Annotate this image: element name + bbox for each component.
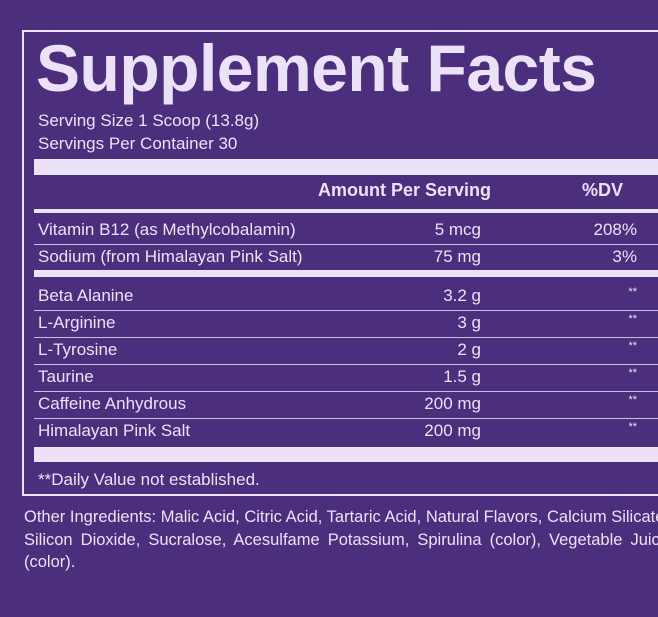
row-name: Vitamin B12 (as Methylcobalamin) <box>38 220 296 239</box>
row-name: Taurine <box>38 367 94 386</box>
row-name: Caffeine Anhydrous <box>38 394 187 413</box>
row-name: Beta Alanine <box>38 286 134 305</box>
row-name: L-Arginine <box>38 313 116 332</box>
dv-header: %DV <box>582 180 624 200</box>
row-dv: ** <box>628 421 637 433</box>
row-divider <box>34 337 658 338</box>
row-amount: 5 mcg <box>434 220 481 239</box>
row-amount: 3.2 g <box>443 286 481 305</box>
row-divider <box>34 364 658 365</box>
label-border <box>22 30 658 496</box>
row-dv: 3% <box>612 247 637 266</box>
row-amount: 2 g <box>457 340 481 359</box>
row-amount: 3 g <box>457 313 481 332</box>
row-amount: 1.5 g <box>443 367 481 386</box>
row-dv: ** <box>628 367 637 379</box>
divider-bar <box>34 270 658 277</box>
row-name: L-Tyrosine <box>38 340 118 359</box>
other-ingredients: Other Ingredients: Malic Acid, Citric Ac… <box>24 508 658 571</box>
amount-header: Amount Per Serving <box>318 180 492 200</box>
row-divider <box>34 244 658 245</box>
row-dv: ** <box>628 286 637 298</box>
title: Supplement Facts <box>36 31 597 105</box>
row-divider <box>34 418 658 419</box>
divider-bar <box>34 447 658 462</box>
footnote: **Daily Value not established. <box>38 470 260 489</box>
row-dv: ** <box>628 394 637 406</box>
row-name: Sodium (from Himalayan Pink Salt) <box>38 247 303 266</box>
row-amount: 200 mg <box>424 421 481 440</box>
servings-per-container: Servings Per Container 30 <box>38 134 238 153</box>
divider-bar <box>34 159 658 175</box>
serving-size: Serving Size 1 Scoop (13.8g) <box>38 111 260 130</box>
row-dv: ** <box>628 340 637 352</box>
row-dv: ** <box>628 313 637 325</box>
row-amount: 75 mg <box>433 247 481 266</box>
row-amount: 200 mg <box>424 394 481 413</box>
divider-bar <box>34 209 658 213</box>
row-divider <box>34 310 658 311</box>
row-dv: 208% <box>593 220 637 239</box>
row-name: Himalayan Pink Salt <box>38 421 191 440</box>
row-divider <box>34 391 658 392</box>
